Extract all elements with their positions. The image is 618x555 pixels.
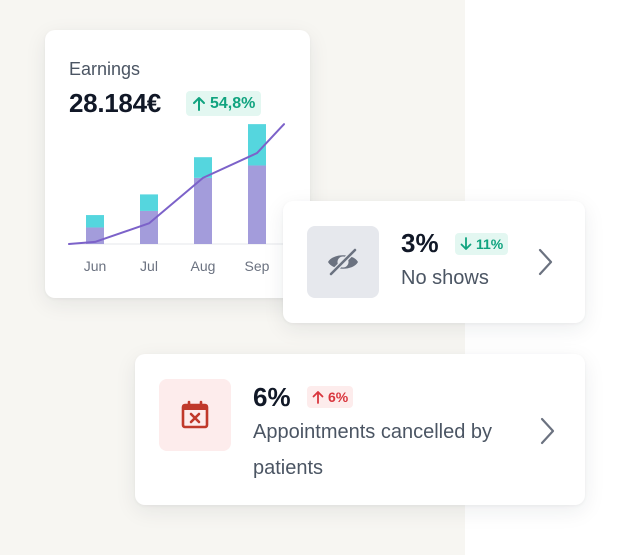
chart-bar-sep-segment-1	[248, 165, 266, 244]
chart-tick-label: Jul	[140, 258, 158, 274]
arrow-up-icon	[312, 391, 324, 404]
chart-bar-jul-segment-1	[140, 210, 158, 244]
earnings-change-value: 54,8%	[210, 94, 256, 112]
no-shows-change-badge: 11%	[455, 233, 509, 255]
appointments-cancelled-card[interactable]: 6% 6% Appointments cancelled by patients	[135, 354, 585, 505]
chart-bar-aug-segment-1	[194, 177, 212, 244]
appointments-cancelled-value: 6%	[253, 382, 291, 412]
chart-tick-label: Jun	[84, 258, 107, 274]
arrow-up-icon	[193, 96, 205, 111]
appointments-cancelled-label: Appointments cancelled by patients	[253, 421, 493, 479]
chevron-right-icon[interactable]	[539, 416, 557, 446]
appointments-cancelled-icon-box	[159, 379, 231, 451]
chart-bar-sep-segment-2	[248, 124, 266, 166]
eye-off-icon	[328, 247, 358, 277]
no-shows-label: No shows	[401, 267, 489, 289]
no-shows-card[interactable]: 3% 11% No shows	[283, 201, 585, 323]
chart-bar-jul-segment-2	[140, 194, 158, 211]
chevron-right-icon[interactable]	[537, 247, 555, 277]
earnings-chart: Jun Jul Aug Sep	[68, 123, 285, 274]
appointments-cancelled-change-value: 6%	[328, 389, 349, 405]
earnings-change-badge: 54,8%	[186, 91, 262, 116]
chart-tick-label: Sep	[245, 258, 270, 274]
earnings-card[interactable]: Earnings 28.184€ 54,8% Jun Jul Aug Sep	[45, 30, 310, 298]
chart-tick-label: Aug	[191, 258, 216, 274]
earnings-value: 28.184€	[69, 88, 161, 118]
no-shows-change-value: 11%	[476, 236, 504, 252]
no-shows-value: 3%	[401, 228, 439, 258]
no-shows-icon-box	[307, 226, 379, 298]
calendar-cancel-icon	[181, 400, 209, 429]
chart-bar-jun-segment-2	[86, 215, 104, 228]
appointments-cancelled-change-badge: 6%	[307, 386, 354, 408]
arrow-down-icon	[460, 237, 472, 250]
chart-bar-aug-segment-2	[194, 157, 212, 178]
chart-trend-line	[68, 123, 285, 245]
earnings-title: Earnings	[69, 59, 141, 79]
